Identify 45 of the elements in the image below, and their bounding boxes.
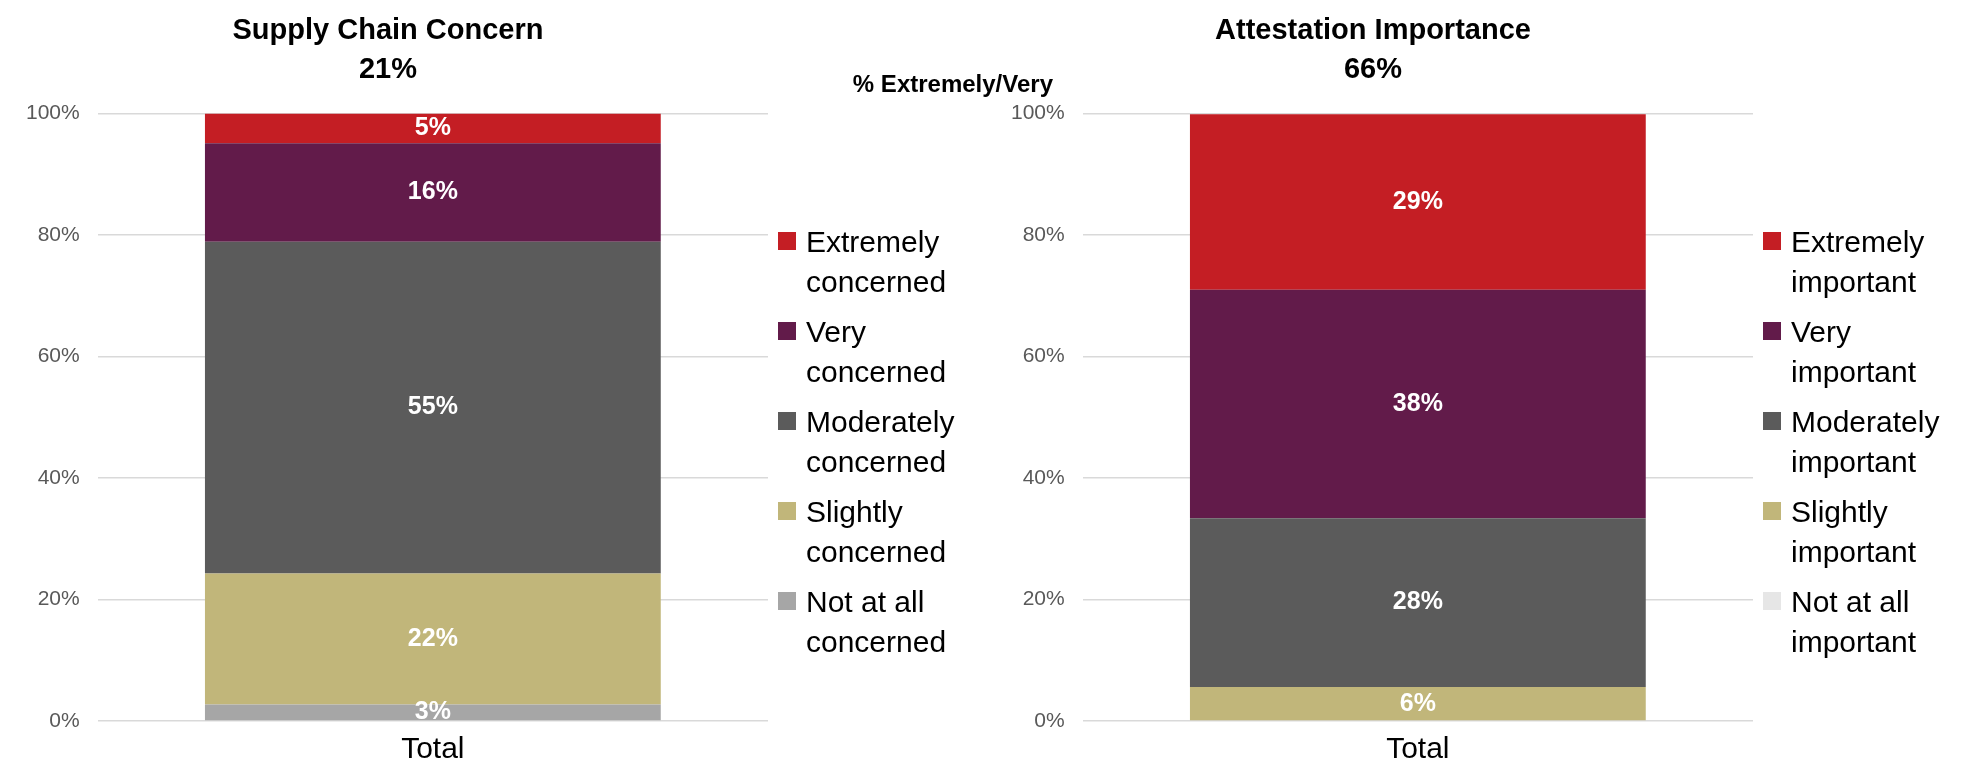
y-tick-label: 40% bbox=[1022, 464, 1065, 488]
legend-label: Very concerned bbox=[806, 313, 948, 390]
data-label: 22% bbox=[407, 622, 458, 651]
legend-label: Not at all important bbox=[1791, 583, 1918, 660]
y-tick-label: 80% bbox=[1022, 221, 1065, 245]
bar bbox=[1189, 289, 1646, 519]
legend-label: Slightly important bbox=[1791, 493, 1918, 570]
y-tick-label: 100% bbox=[25, 100, 80, 124]
data-label: 38% bbox=[1392, 387, 1443, 416]
data-label: 55% bbox=[407, 391, 458, 420]
legend-label: Extremely concerned bbox=[806, 223, 948, 300]
data-label: 29% bbox=[1392, 185, 1443, 214]
bar bbox=[204, 143, 661, 242]
chart-title: Supply Chain Concern bbox=[232, 13, 544, 46]
y-tick-label: 60% bbox=[37, 343, 80, 367]
y-tick-label: 0% bbox=[49, 707, 80, 731]
legend-label: Moderately concerned bbox=[806, 403, 956, 480]
chart-subtitle: 21% bbox=[358, 52, 418, 85]
y-tick-label: 20% bbox=[1022, 586, 1065, 610]
y-tick-label: 0% bbox=[1034, 707, 1065, 731]
y-tick-label: 40% bbox=[37, 464, 80, 488]
bar bbox=[204, 113, 661, 144]
data-label: 28% bbox=[1392, 586, 1443, 615]
legend-label: Slightly concerned bbox=[806, 493, 948, 570]
bar bbox=[1189, 686, 1646, 721]
y-tick-label: 100% bbox=[1010, 100, 1065, 124]
legend-label: Extremely important bbox=[1791, 223, 1926, 300]
legend-label: Moderately important bbox=[1791, 403, 1941, 480]
chart-title: Attestation Importance bbox=[1215, 13, 1531, 46]
y-tick-label: 60% bbox=[1022, 343, 1065, 367]
x-tick-label: Total bbox=[401, 731, 465, 765]
x-tick-label: Total bbox=[1386, 731, 1450, 765]
bar bbox=[204, 241, 661, 574]
bar bbox=[1189, 114, 1646, 290]
chart-subtitle: 66% bbox=[1343, 52, 1403, 85]
legend-label: Not at all concerned bbox=[806, 583, 948, 660]
y-tick-label: 80% bbox=[37, 221, 80, 245]
data-label: 6% bbox=[1399, 687, 1436, 716]
data-label: 5% bbox=[414, 112, 451, 141]
data-label: 3% bbox=[414, 696, 451, 725]
y-tick-label: 20% bbox=[37, 586, 80, 610]
bar bbox=[1189, 518, 1646, 687]
legend-label: Very important bbox=[1791, 313, 1918, 390]
data-label: 16% bbox=[407, 176, 458, 205]
text: % Extremely/Very bbox=[852, 70, 1053, 98]
